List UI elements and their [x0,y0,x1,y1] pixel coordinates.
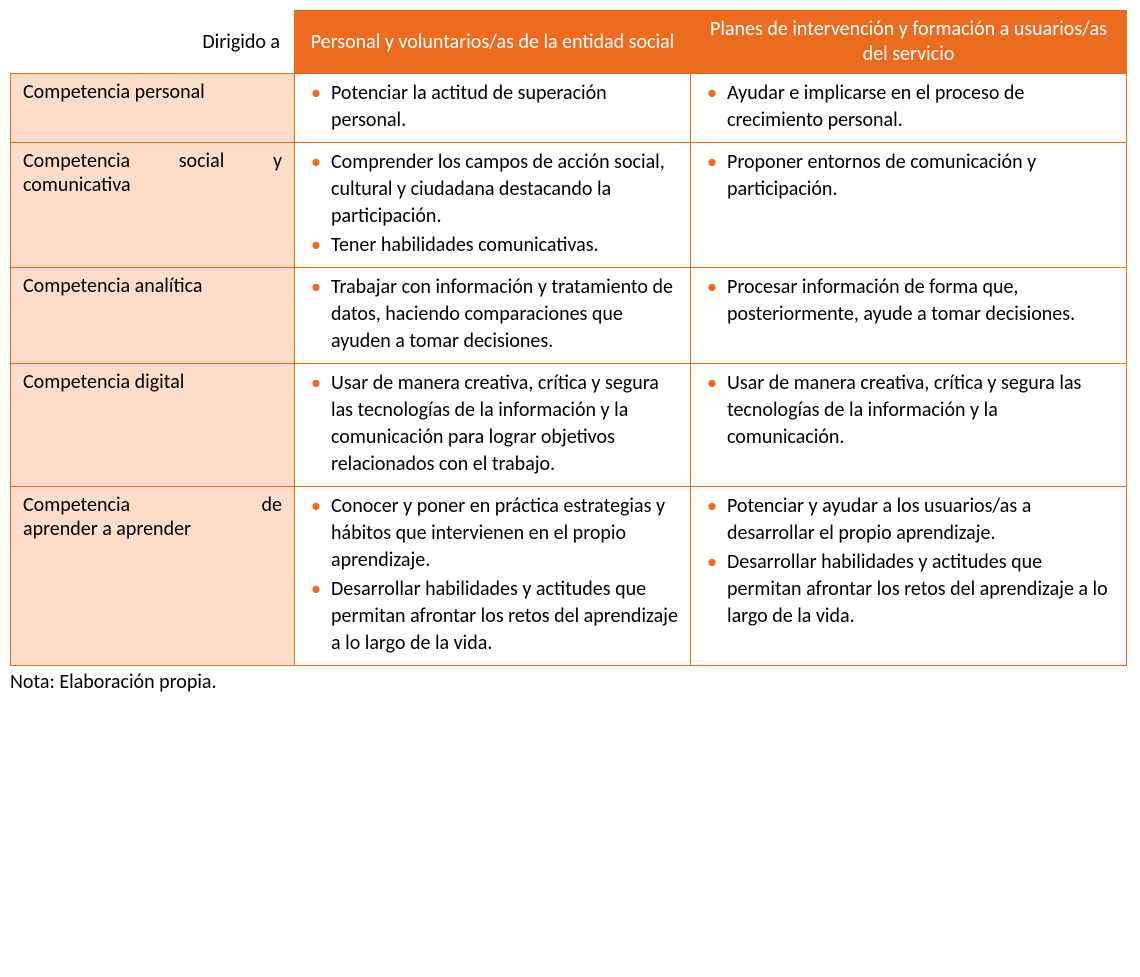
cell: Comprender los campos de acción social, … [295,143,691,268]
cell: Usar de manera creativa, crítica y segur… [691,364,1127,487]
row-label: Competencia analítica [11,268,295,364]
table-row: Competencia digitalUsar de manera creati… [11,364,1127,487]
cell: Potenciar y ayudar a los usuarios/as a d… [691,487,1127,666]
list-item: Conocer y poner en práctica estrategias … [305,493,680,574]
bullet-list: Comprender los campos de acción social, … [305,149,680,259]
list-item: Potenciar la actitud de superación perso… [305,80,680,134]
cell: Conocer y poner en práctica estrategias … [295,487,691,666]
cell: Procesar información de forma que, poste… [691,268,1127,364]
list-item: Procesar información de forma que, poste… [701,274,1116,328]
table-row: Competencia deaprender a aprenderConocer… [11,487,1127,666]
list-item: Proponer entornos de comunicación y part… [701,149,1116,203]
cell: Trabajar con información y tratamiento d… [295,268,691,364]
bullet-list: Potenciar y ayudar a los usuarios/as a d… [701,493,1116,630]
bullet-list: Conocer y poner en práctica estrategias … [305,493,680,657]
table-note: Nota: Elaboración propia. [10,670,1130,694]
row-label: Competencia digital [11,364,295,487]
row-label: Competencia social ycomunicativa [11,143,295,268]
header-col1: Personal y voluntarios/as de la entidad … [295,11,691,74]
header-col2: Planes de intervención y formación a usu… [691,11,1127,74]
list-item: Usar de manera creativa, crítica y segur… [305,370,680,478]
table-row: Competencia personalPotenciar la actitud… [11,74,1127,143]
cell: Proponer entornos de comunicación y part… [691,143,1127,268]
bullet-list: Procesar información de forma que, poste… [701,274,1116,328]
bullet-list: Trabajar con información y tratamiento d… [305,274,680,355]
bullet-list: Usar de manera creativa, crítica y segur… [701,370,1116,451]
cell: Ayudar e implicarse en el proceso de cre… [691,74,1127,143]
table-row: Competencia social ycomunicativaComprend… [11,143,1127,268]
cell: Usar de manera creativa, crítica y segur… [295,364,691,487]
bullet-list: Ayudar e implicarse en el proceso de cre… [701,80,1116,134]
list-item: Desarrollar habilidades y actitudes que … [701,549,1116,630]
row-label: Competencia personal [11,74,295,143]
bullet-list: Potenciar la actitud de superación perso… [305,80,680,134]
competencies-table: Dirigido a Personal y voluntarios/as de … [10,10,1127,666]
table-header-row: Dirigido a Personal y voluntarios/as de … [11,11,1127,74]
cell: Potenciar la actitud de superación perso… [295,74,691,143]
list-item: Trabajar con información y tratamiento d… [305,274,680,355]
list-item: Desarrollar habilidades y actitudes que … [305,576,680,657]
bullet-list: Usar de manera creativa, crítica y segur… [305,370,680,478]
list-item: Potenciar y ayudar a los usuarios/as a d… [701,493,1116,547]
list-item: Ayudar e implicarse en el proceso de cre… [701,80,1116,134]
list-item: Usar de manera creativa, crítica y segur… [701,370,1116,451]
bullet-list: Proponer entornos de comunicación y part… [701,149,1116,203]
list-item: Comprender los campos de acción social, … [305,149,680,230]
table-row: Competencia analíticaTrabajar con inform… [11,268,1127,364]
row-label: Competencia deaprender a aprender [11,487,295,666]
table-body: Competencia personalPotenciar la actitud… [11,74,1127,666]
header-corner: Dirigido a [11,11,295,74]
list-item: Tener habilidades comunicativas. [305,232,680,259]
